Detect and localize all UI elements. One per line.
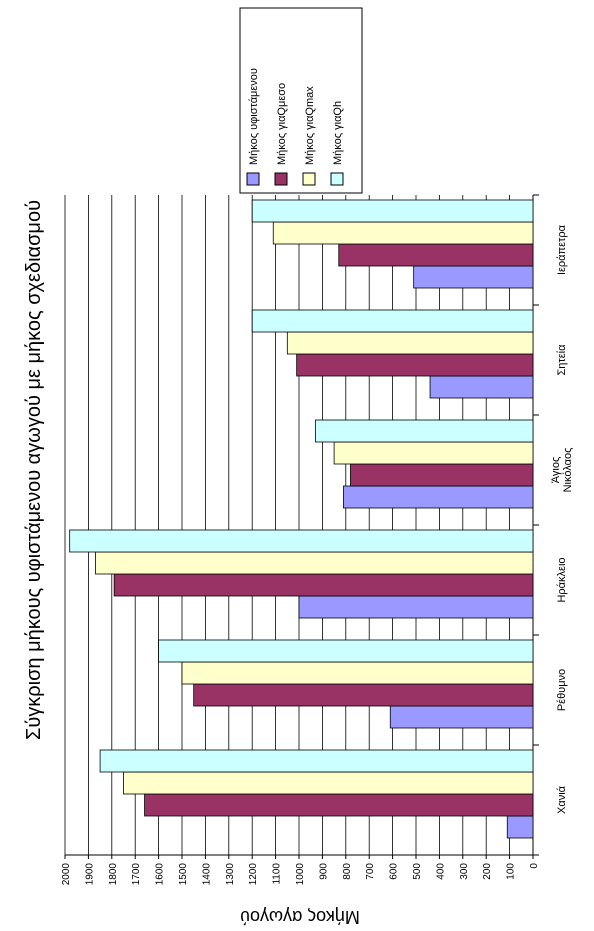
y-tick-label: 300 — [459, 863, 470, 880]
bar — [413, 265, 534, 289]
bar — [338, 243, 534, 267]
y-tick-label: 1500 — [178, 863, 189, 886]
bar — [343, 485, 534, 509]
legend-box — [239, 7, 363, 194]
bar — [389, 705, 534, 729]
bar — [123, 771, 534, 795]
x-tick-label: ΆγιοςΝικόλαος — [550, 448, 574, 493]
bar — [333, 441, 534, 465]
bar — [296, 353, 534, 377]
bar — [158, 639, 534, 663]
bar — [506, 815, 534, 839]
bar — [113, 573, 534, 597]
chart-title: Σύγκριση μήκους υφιστάμενου αγωγού με μή… — [23, 200, 45, 740]
y-tick-label: 500 — [412, 863, 423, 880]
y-tick-label: 700 — [365, 863, 376, 880]
y-tick-label: 2000 — [61, 863, 72, 886]
legend-swatch — [330, 172, 344, 186]
y-tick-label: 600 — [389, 863, 400, 880]
y-tick-label: 1100 — [272, 863, 283, 885]
bar — [69, 529, 534, 553]
rotated-chart: Σύγκριση μήκους υφιστάμενου αγωγού με μή… — [23, 7, 574, 927]
bar — [181, 661, 534, 685]
y-tick-label: 1700 — [131, 863, 142, 886]
y-tick-label: 100 — [506, 863, 517, 880]
bar — [298, 595, 534, 619]
y-tick-label: 1900 — [84, 863, 95, 886]
bar — [286, 331, 534, 355]
y-tick-label: 400 — [435, 863, 446, 880]
bar — [251, 199, 534, 223]
x-tick-label: Ιεράπετρα — [556, 224, 568, 275]
y-tick-label: 800 — [342, 863, 353, 880]
y-tick-label: 1800 — [108, 863, 119, 886]
x-tick-label: Ρέθυμνο — [556, 669, 568, 711]
bar — [251, 309, 534, 333]
x-tick-label: Σητεία — [556, 344, 568, 376]
y-axis-label: Μήκος αγωγού — [240, 907, 360, 927]
bar — [314, 419, 534, 443]
y-tick-label: 1400 — [201, 863, 212, 886]
y-tick-label: 1000 — [295, 863, 306, 886]
y-tick-label: 200 — [482, 863, 493, 880]
legend-label: Μήκος γιαQh — [332, 101, 344, 165]
legend-label: Μήκος γιαQmax — [304, 86, 316, 165]
bar — [272, 221, 534, 245]
bar — [95, 551, 534, 575]
y-tick-label: 1300 — [225, 863, 236, 886]
bar — [99, 749, 534, 773]
legend-label: Μήκος υφιστάμενου — [248, 68, 260, 165]
y-tick-label: 1200 — [248, 863, 259, 886]
bar — [429, 375, 534, 399]
x-tick-label: Ηράκλειο — [556, 557, 568, 602]
legend-swatch — [274, 172, 288, 186]
bar — [144, 793, 534, 817]
y-tick-label: 1600 — [155, 863, 166, 886]
legend-swatch — [302, 172, 316, 186]
y-tick-label: 0 — [529, 863, 540, 869]
legend-label: Μήκος γιαQμεσο — [276, 83, 288, 165]
y-tick-label: 900 — [318, 863, 329, 880]
bar — [350, 463, 534, 487]
x-tick-label: Χανιά — [556, 785, 568, 814]
legend-swatch — [246, 172, 260, 186]
bar — [193, 683, 534, 707]
